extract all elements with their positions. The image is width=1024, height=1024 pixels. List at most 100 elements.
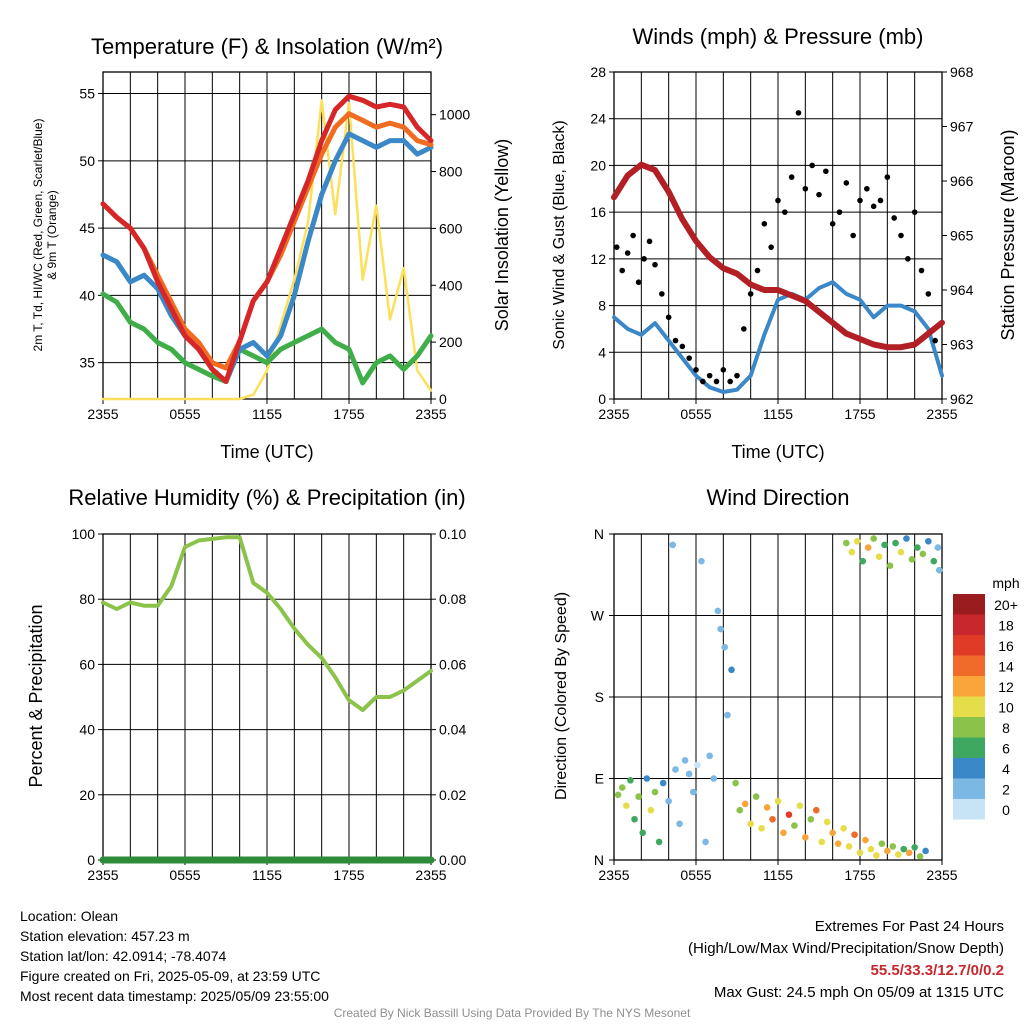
legend-label: 0 <box>1002 802 1010 818</box>
gust-point <box>918 267 925 274</box>
direction-point <box>903 535 910 542</box>
temp-ytick-label-left: 50 <box>79 153 95 169</box>
direction-point <box>870 535 877 542</box>
direction-point <box>843 539 850 547</box>
direction-point <box>758 825 765 832</box>
direction-point <box>916 853 924 860</box>
temp-ytick-label-left: 40 <box>79 287 95 303</box>
gust-point <box>768 244 774 250</box>
dir-panel-title: Wind Direction <box>706 485 849 510</box>
direction-point <box>911 844 918 851</box>
legend-swatch <box>953 758 985 779</box>
gust-point <box>850 232 856 239</box>
legend-label: 4 <box>1002 761 1010 777</box>
rh-xtick-label: 1755 <box>333 867 364 883</box>
gust-point <box>713 378 720 385</box>
temp-plot: 2355 0555 1155 1755 2355 35 40 45 50 55 0 200 400 600… <box>79 71 470 422</box>
direction-point <box>878 840 886 847</box>
wind-xlabel: Time (UTC) <box>731 442 824 462</box>
legend-swatch <box>953 737 985 758</box>
temp-xtick-label: 0555 <box>169 406 200 422</box>
direction-point <box>728 666 735 674</box>
pressure-series <box>611 161 945 351</box>
direction-point <box>631 815 638 823</box>
temp-series-green <box>100 291 434 386</box>
gust-point <box>857 197 863 204</box>
gust-point <box>679 343 686 350</box>
wind-ytick-label-right: 966 <box>950 173 974 189</box>
gust-point <box>706 372 713 379</box>
gust-point <box>652 261 658 268</box>
recent-timestamp: Most recent data timestamp: 2025/05/09 2… <box>20 988 329 1004</box>
credit-line: Created By Nick Bassill Using Data Provi… <box>333 1006 691 1020</box>
direction-point <box>930 557 938 565</box>
temp-ytick-label-right: 0 <box>439 391 447 407</box>
rh-ytick-label-left: 60 <box>79 656 95 672</box>
wind-xtick-label: 2355 <box>598 406 629 422</box>
legend-label: 12 <box>998 679 1014 695</box>
gust-point <box>754 267 761 274</box>
dir-xtick-label: 2355 <box>926 867 957 883</box>
direction-point <box>627 777 634 784</box>
dir-legend: 20+ 18 16 14 12 10 8 6 4 2 0 <box>953 594 1018 820</box>
direction-point <box>659 779 667 787</box>
legend-swatch <box>953 778 985 799</box>
dir-ytick-label: S <box>595 689 604 705</box>
dir-xtick-label: 0555 <box>680 867 711 883</box>
direction-point <box>925 537 932 545</box>
legend-swatch <box>953 676 985 697</box>
rh-series <box>101 535 433 712</box>
wind-ytick-label-left: 0 <box>598 391 606 407</box>
gust-point <box>884 174 891 180</box>
wind-ytick-label-right: 968 <box>950 64 974 80</box>
rh-ylabel-left: Percent & Precipitation <box>26 604 46 787</box>
direction-point <box>669 541 677 549</box>
direction-point <box>681 757 689 764</box>
direction-point <box>655 838 663 846</box>
direction-point <box>881 541 888 549</box>
station-location: Location: Olean <box>20 908 119 924</box>
legend-label: 6 <box>1002 741 1010 757</box>
direction-point <box>851 831 858 838</box>
gust-point <box>782 209 788 215</box>
gust-point <box>727 378 733 385</box>
temp-xtick-label: 2355 <box>415 406 446 422</box>
direction-point <box>689 788 697 796</box>
direction-point <box>741 800 749 808</box>
gust-point <box>630 232 636 239</box>
wind-xtick-label: 2355 <box>926 406 957 422</box>
station-elevation: Station elevation: 457.23 m <box>20 928 190 944</box>
direction-point <box>934 544 942 551</box>
temp-ylabel-left-line1: 2m T, Td, HI/WC (Red, Green, Scarlet/Blu… <box>31 119 45 352</box>
rh-xtick-label: 1155 <box>252 867 282 883</box>
direction-point <box>818 838 826 846</box>
direction-point <box>914 544 921 551</box>
wind-ytick-label-left: 8 <box>598 298 606 314</box>
gust-point <box>877 197 884 204</box>
legend-label: 18 <box>998 618 1014 634</box>
dir-xtick-label: 2355 <box>598 867 629 883</box>
temp-ytick-label-left: 45 <box>79 220 95 236</box>
temp-panel-title: Temperature (F) & Insolation (W/m²) <box>91 34 443 59</box>
rh-ytick-label-left: 40 <box>79 722 95 738</box>
direction-point <box>856 849 864 857</box>
gust-point <box>613 244 620 250</box>
direction-point <box>694 761 701 769</box>
extremes-subtitle: (High/Low/Max Wind/Precipitation/Snow De… <box>688 940 1004 957</box>
wind-ytick-label-left: 12 <box>590 251 606 267</box>
rh-ytick-label-right: 0.04 <box>439 722 466 738</box>
wind-xtick-label: 1155 <box>763 406 793 422</box>
direction-point <box>710 775 718 782</box>
direction-point <box>908 556 916 563</box>
direction-point <box>763 804 771 811</box>
legend-label: 8 <box>1002 720 1010 736</box>
wind-ytick-label-left: 4 <box>598 344 606 360</box>
gust-point <box>672 337 679 344</box>
gust-point <box>624 250 631 256</box>
direction-point <box>867 845 875 853</box>
extremes-values: 55.5/33.3/12.7/0/0.2 <box>870 962 1004 979</box>
direction-point <box>623 802 630 809</box>
extremes-title: Extremes For Past 24 Hours <box>814 918 1004 935</box>
gust-point <box>747 291 754 297</box>
gust-point <box>891 215 897 221</box>
